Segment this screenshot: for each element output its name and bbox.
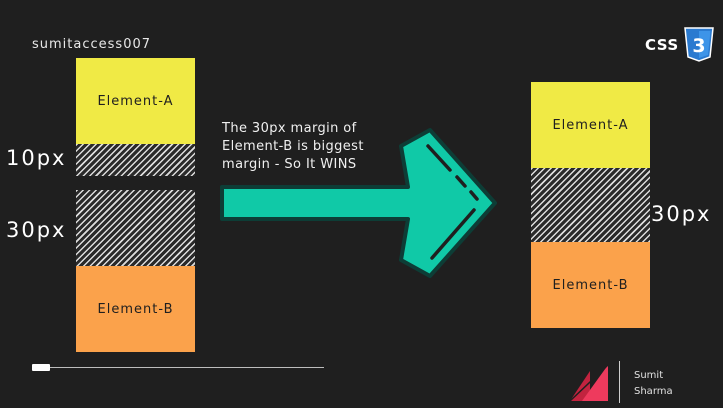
left-element-b: Element-B: [76, 266, 195, 352]
left-margin-a-area: [76, 144, 195, 176]
shield-inner-light: [699, 31, 711, 58]
right-element-b-label: Element-B: [552, 277, 629, 293]
arrow-highlight-dash-2: [469, 190, 479, 201]
logo-stroke: [569, 364, 609, 402]
progress-handle[interactable]: [32, 364, 50, 371]
signature-last-name: Sharma: [634, 386, 673, 397]
brand-logo-icon: [569, 364, 609, 402]
right-element-b: Element-B: [531, 242, 650, 328]
arrow-highlight-dash-1: [455, 175, 467, 188]
arrow-highlight-bottom: [430, 208, 476, 260]
arrow-highlight-top: [426, 144, 452, 172]
right-collapsed-margin-area: [531, 168, 650, 242]
explanation-caption: The 30px margin of Element-B is biggest …: [222, 121, 364, 172]
left-separator: [76, 176, 195, 190]
right-element-a-label: Element-A: [552, 117, 629, 133]
logo-triangle-light: [582, 365, 608, 401]
css3-shield-icon: 3: [684, 27, 714, 62]
signature-name: Sumit Sharma: [634, 368, 714, 400]
margin-30px-label: 30px: [6, 218, 67, 242]
right-arrow-icon: [220, 128, 497, 278]
logo-triangle-dark: [570, 371, 590, 401]
signature-first-name: Sumit: [634, 370, 664, 381]
right-element-a: Element-A: [531, 82, 650, 168]
css-badge-text: CSS: [645, 36, 679, 54]
progress-track[interactable]: [50, 367, 324, 368]
left-element-b-label: Element-B: [97, 301, 174, 317]
left-margin-b-area: [76, 190, 195, 266]
arrow-shape: [220, 128, 497, 278]
left-element-a-label: Element-A: [97, 93, 174, 109]
margin-10px-label: 10px: [6, 146, 67, 170]
collapsed-30px-label: 30px: [651, 202, 712, 226]
author-handle: sumitaccess007: [32, 37, 152, 52]
shield-number: 3: [692, 35, 705, 57]
signature-divider: [619, 361, 620, 403]
left-element-a: Element-A: [76, 58, 195, 144]
